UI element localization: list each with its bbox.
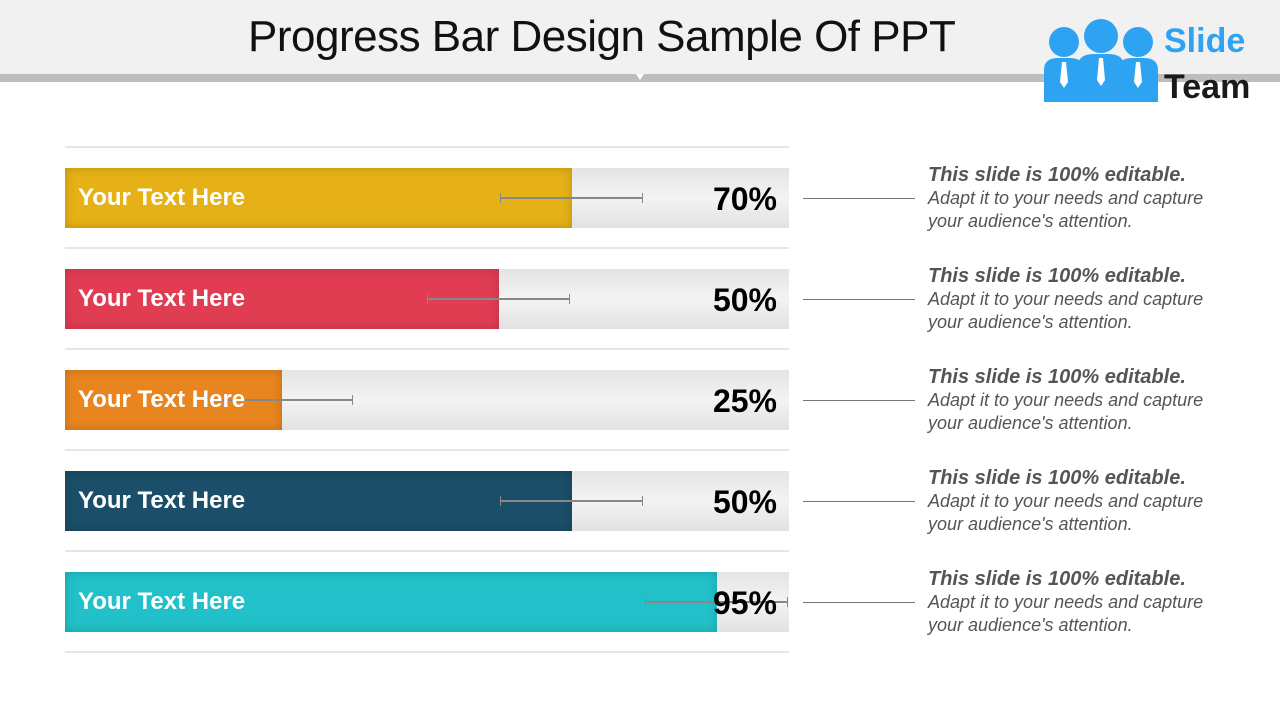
error-bar-marker <box>210 395 353 405</box>
progress-fill <box>65 269 499 329</box>
error-bar-marker <box>645 597 788 607</box>
connector-line <box>803 198 915 199</box>
description-heading: This slide is 100% editable. <box>928 467 1186 489</box>
row-separator <box>65 247 789 249</box>
description-heading: This slide is 100% editable. <box>928 164 1186 186</box>
progress-bar: Your Text Here 50% <box>65 269 789 329</box>
progress-fill <box>65 168 572 228</box>
description-heading: This slide is 100% editable. <box>928 265 1186 287</box>
row-separator <box>65 146 789 148</box>
title-notch <box>636 74 644 80</box>
description-block: This slide is 100% editable. Adapt it to… <box>928 366 1228 435</box>
description-block: This slide is 100% editable. Adapt it to… <box>928 265 1228 334</box>
connector-line <box>803 501 915 502</box>
row-separator <box>65 651 789 653</box>
percent-label: 95% <box>712 585 777 621</box>
description-block: This slide is 100% editable. Adapt it to… <box>928 467 1228 536</box>
row-separator <box>65 449 789 451</box>
progress-bar: Your Text Here 70% <box>65 168 789 228</box>
percent-label: 50% <box>712 484 777 520</box>
bar-label: Your Text Here <box>78 588 246 615</box>
slide-title: Progress Bar Design Sample Of PPT <box>248 12 956 61</box>
progress-fill <box>65 471 572 531</box>
description-block: This slide is 100% editable. Adapt it to… <box>928 164 1228 233</box>
logo-text-team: Team <box>1164 68 1251 106</box>
bar-label: Your Text Here <box>78 386 246 413</box>
description-heading: This slide is 100% editable. <box>928 568 1186 590</box>
error-bar-marker <box>427 294 570 304</box>
description-body: Adapt it to your needs and capture your … <box>928 491 1204 534</box>
slideteam-logo: Slide Team <box>1042 18 1272 106</box>
description-body: Adapt it to your needs and capture your … <box>928 390 1204 433</box>
percent-label: 70% <box>712 181 777 217</box>
description-body: Adapt it to your needs and capture your … <box>928 592 1204 635</box>
progress-bar: Your Text Here 25% <box>65 370 789 430</box>
progress-bar: Your Text Here 95% <box>65 572 789 632</box>
description-body: Adapt it to your needs and capture your … <box>928 289 1204 332</box>
row-separator <box>65 550 789 552</box>
bar-label: Your Text Here <box>78 184 246 211</box>
connector-line <box>803 602 915 603</box>
description-heading: This slide is 100% editable. <box>928 366 1186 388</box>
bar-label: Your Text Here <box>78 487 246 514</box>
progress-bar: Your Text Here 50% <box>65 471 789 531</box>
logo-text-slide: Slide <box>1164 22 1246 60</box>
progress-fill <box>65 572 717 632</box>
percent-label: 50% <box>712 282 777 318</box>
connector-line <box>803 400 915 401</box>
error-bar-marker <box>500 496 643 506</box>
percent-label: 25% <box>712 383 777 419</box>
connector-line <box>803 299 915 300</box>
team-people-icon <box>1044 19 1158 102</box>
bar-label: Your Text Here <box>78 285 246 312</box>
description-body: Adapt it to your needs and capture your … <box>928 188 1204 231</box>
description-block: This slide is 100% editable. Adapt it to… <box>928 568 1228 637</box>
row-separator <box>65 348 789 350</box>
error-bar-marker <box>500 193 643 203</box>
